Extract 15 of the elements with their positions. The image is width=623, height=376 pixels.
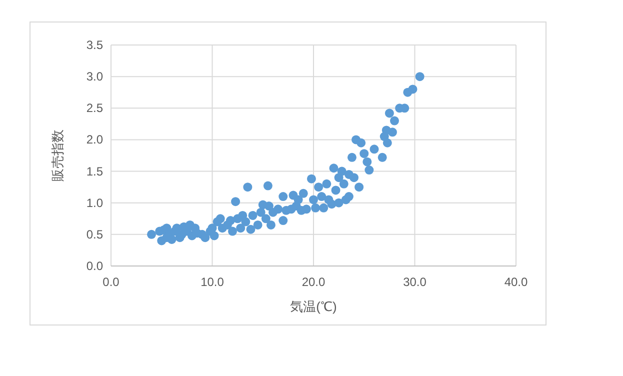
x-tick-label: 20.0 xyxy=(302,275,326,289)
y-tick-label: 0.0 xyxy=(86,259,104,273)
y-tick-label: 0.5 xyxy=(86,227,104,242)
y-tick-label: 2.5 xyxy=(86,101,104,116)
y-tick-label: 1.5 xyxy=(86,164,104,178)
x-axis-title: 気温(℃) xyxy=(290,299,337,314)
y-tick-label: 3.0 xyxy=(86,70,104,84)
y-tick-label: 1.0 xyxy=(86,196,104,210)
x-tick-label: 0.0 xyxy=(102,275,120,289)
y-axis-title: 販売指数 xyxy=(50,130,65,182)
x-tick-label: 40.0 xyxy=(504,275,528,289)
x-tick-label: 10.0 xyxy=(200,275,224,289)
y-tick-label: 3.5 xyxy=(86,38,104,52)
x-tick-label: 30.0 xyxy=(403,275,427,289)
y-tick-label: 2.0 xyxy=(86,132,104,147)
